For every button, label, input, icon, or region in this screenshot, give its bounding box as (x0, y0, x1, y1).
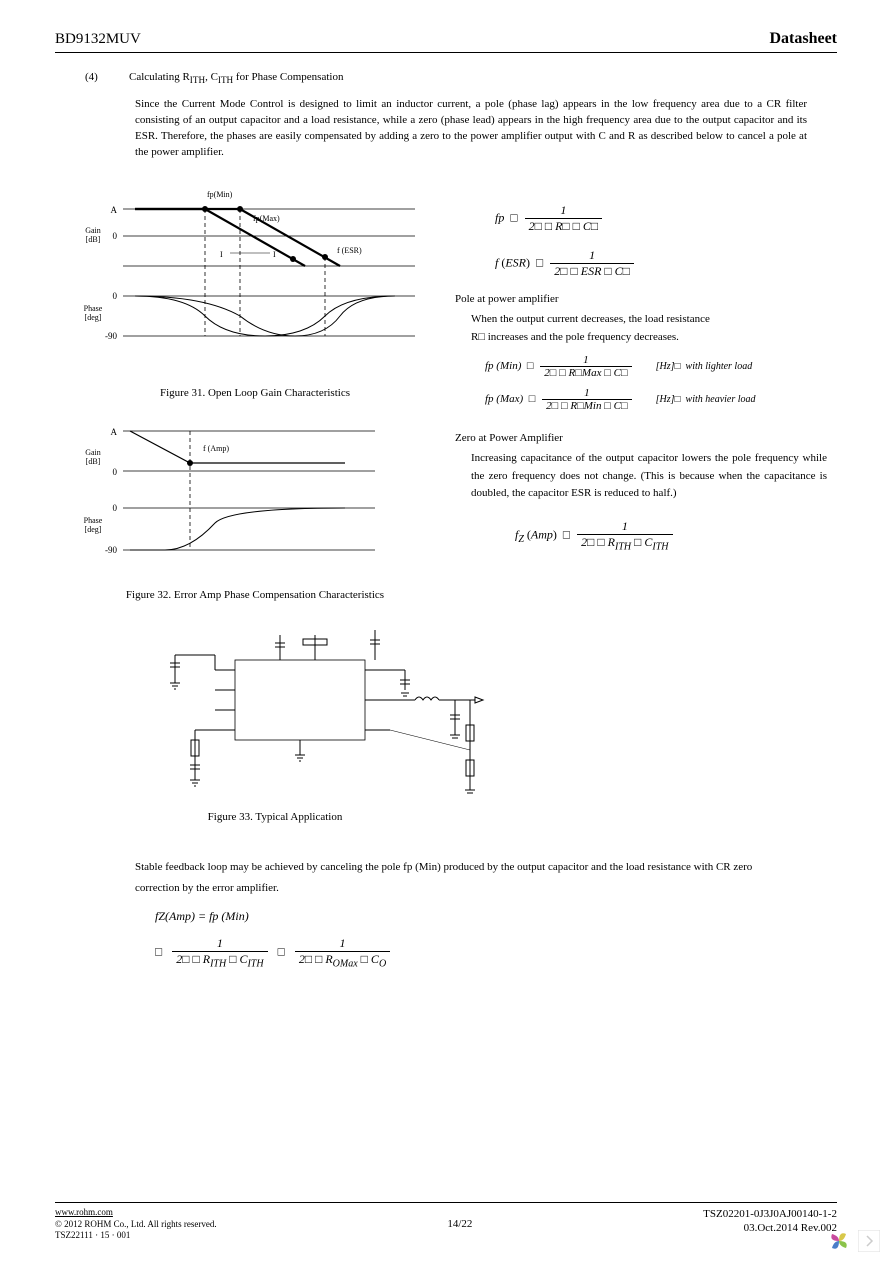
svg-text:f (Amp): f (Amp) (203, 444, 229, 453)
svg-text:I: I (220, 250, 223, 259)
equation-fp: fp □ 12□ □ R□ □ C□ (495, 203, 837, 234)
page-header: BD9132MUV Datasheet (55, 30, 837, 53)
svg-text:0: 0 (113, 231, 118, 241)
figure-31-chart: Gain [dB] A 0 fp(Min) fp(Max) f (ESR) I … (75, 181, 435, 381)
section-number: (4) (85, 71, 109, 85)
viewer-corner-icons (826, 1228, 880, 1254)
pole-text: When the output current decreases, the l… (455, 311, 837, 346)
footer-doc-code: TSZ02201-0J3J0AJ00140-1-2 (703, 1207, 837, 1221)
svg-text:Phase: Phase (84, 304, 103, 313)
svg-text:-90: -90 (105, 331, 117, 341)
svg-text:Phase: Phase (84, 516, 103, 525)
svg-text:[dB]: [dB] (86, 457, 101, 466)
svg-text:[deg]: [deg] (85, 313, 102, 322)
svg-text:Gain: Gain (85, 226, 101, 235)
lower-text: Stable feedback loop may be achieved by … (55, 857, 837, 899)
figure-33-caption: Figure 33. Typical Application (115, 811, 435, 823)
figure-32-caption: Figure 32. Error Amp Phase Compensation … (75, 589, 435, 601)
svg-text:0: 0 (113, 467, 118, 477)
datasheet-label: Datasheet (769, 30, 837, 48)
svg-text:[deg]: [deg] (85, 525, 102, 534)
svg-text:[dB]: [dB] (86, 235, 101, 244)
fpmin-note: [Hz]□ with lighter load (656, 361, 753, 372)
svg-text:fp(Max): fp(Max) (253, 214, 280, 223)
svg-text:Gain: Gain (85, 448, 101, 457)
section-title: Calculating RITH, CITH for Phase Compens… (129, 71, 343, 85)
intro-paragraph: Since the Current Mode Control is design… (55, 97, 837, 161)
svg-text:f (ESR): f (ESR) (337, 246, 362, 255)
zero-text: Increasing capacitance of the output cap… (455, 450, 837, 503)
svg-text:I: I (273, 250, 276, 259)
equation-fpmin: fp (Min) □ 12□ □ R□Max □ C□ [Hz]□ with l… (485, 354, 837, 379)
fpmax-note: [Hz]□ with heavier load (656, 394, 756, 405)
chevron-right-icon[interactable] (858, 1230, 880, 1252)
svg-text:A: A (111, 205, 118, 215)
footer-left: www.rohm.com © 2012 ROHM Co., Ltd. All r… (55, 1207, 217, 1242)
two-column-layout: Gain [dB] A 0 fp(Min) fp(Max) f (ESR) I … (55, 181, 837, 837)
footer-tsz-small: TSZ22111 · 15 · 001 (55, 1230, 217, 1242)
svg-text:0: 0 (113, 291, 118, 301)
equation-fpmax: fp (Max) □ 12□ □ R□Min □ C□ [Hz]□ with h… (485, 387, 837, 412)
section-heading: (4) Calculating RITH, CITH for Phase Com… (55, 71, 837, 85)
footer-date-rev: 03.Oct.2014 Rev.002 (703, 1221, 837, 1235)
figure-32-chart: Gain [dB] A 0 f (Amp) Phase [deg] 0 -90 (75, 413, 435, 583)
zero-heading: Zero at Power Amplifier (455, 432, 837, 444)
page-footer: www.rohm.com © 2012 ROHM Co., Ltd. All r… (55, 1202, 837, 1242)
right-column: fp □ 12□ □ R□ □ C□ f (ESR) □ 12□ □ ESR □… (455, 181, 837, 837)
final-equation-1: fZ(Amp) = fp (Min) (55, 909, 837, 924)
figure-31-caption: Figure 31. Open Loop Gain Characteristic… (75, 387, 435, 399)
equation-fesr: f (ESR) □ 12□ □ ESR □ C□ (495, 248, 837, 279)
final-equation-2: □ 1 2□ □ RITH □ CITH □ 1 2□ □ ROMax □ CO (55, 936, 837, 969)
part-number: BD9132MUV (55, 31, 141, 48)
footer-page-number: 14/22 (447, 1218, 472, 1230)
equation-fzamp: fZ (Amp) □ 1 2□ □ RITH □ CITH (515, 519, 837, 552)
footer-copyright: © 2012 ROHM Co., Ltd. All rights reserve… (55, 1219, 217, 1231)
left-column: Gain [dB] A 0 fp(Min) fp(Max) f (ESR) I … (75, 181, 435, 837)
footer-right: TSZ02201-0J3J0AJ00140-1-2 03.Oct.2014 Re… (703, 1207, 837, 1242)
svg-text:A: A (111, 427, 118, 437)
svg-text:fp(Min): fp(Min) (207, 190, 233, 199)
pole-heading: Pole at power amplifier (455, 293, 837, 305)
svg-text:-90: -90 (105, 545, 117, 555)
svg-text:0: 0 (113, 503, 118, 513)
pinwheel-logo-icon (826, 1228, 852, 1254)
footer-url: www.rohm.com (55, 1207, 217, 1219)
